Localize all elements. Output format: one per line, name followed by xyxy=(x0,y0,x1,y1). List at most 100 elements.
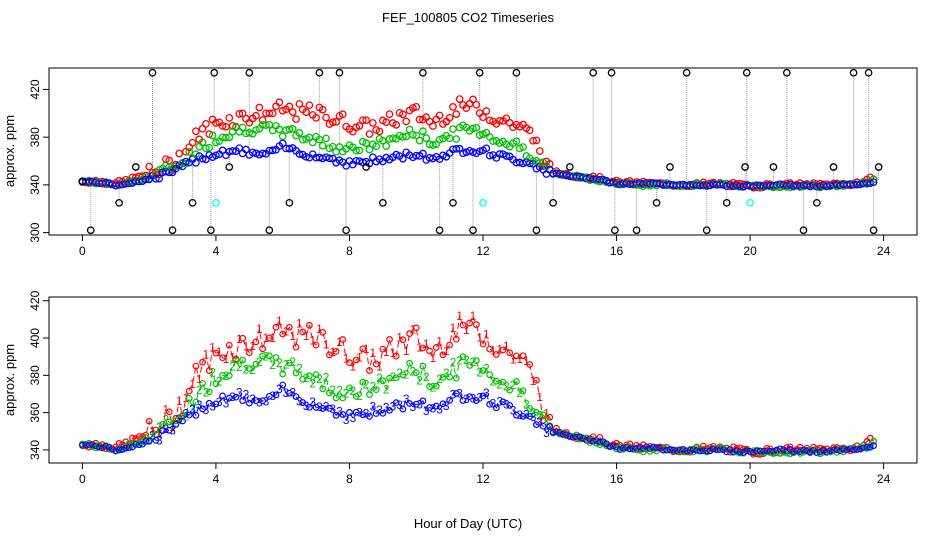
data-point xyxy=(145,162,154,171)
flag-point xyxy=(652,198,661,207)
data-point xyxy=(218,122,227,130)
data-point xyxy=(479,113,487,122)
series-point xyxy=(850,444,857,452)
series-point xyxy=(596,433,604,441)
data-point xyxy=(415,136,424,145)
x-tick-label: 12 xyxy=(476,472,490,486)
series-point xyxy=(486,400,494,408)
series-point xyxy=(352,392,360,400)
data-point xyxy=(485,151,494,160)
series-point xyxy=(119,446,126,453)
series-point xyxy=(352,356,360,364)
series-point xyxy=(506,349,514,357)
series-point-label: 1 xyxy=(163,403,170,417)
series-point xyxy=(596,438,604,446)
data-point xyxy=(485,116,494,125)
series-point xyxy=(252,360,260,368)
data-point xyxy=(352,146,360,155)
data-point xyxy=(302,108,310,117)
series-point xyxy=(252,338,260,346)
flag-point xyxy=(799,226,808,235)
series-point-label: 1 xyxy=(276,314,283,328)
series-point xyxy=(653,444,660,451)
series-point xyxy=(833,446,841,454)
series-point-label: 3 xyxy=(383,400,390,414)
data-point xyxy=(275,98,284,107)
series-point xyxy=(446,396,454,404)
series-point xyxy=(212,349,220,357)
series-point xyxy=(649,443,657,451)
series-point xyxy=(693,446,701,454)
series-point-label: 3 xyxy=(323,400,330,414)
series-point xyxy=(319,405,327,412)
series-point-label: 2 xyxy=(416,374,423,388)
series-point-label: 2 xyxy=(403,367,410,381)
series-point xyxy=(669,446,677,454)
series-point xyxy=(526,412,534,420)
bottom-plot-frame xyxy=(48,296,918,464)
series-point xyxy=(533,421,540,429)
series-point xyxy=(426,383,433,390)
data-point xyxy=(535,147,544,155)
series-point xyxy=(366,367,373,374)
series-point-label: 2 xyxy=(450,356,457,370)
series-point-label: 3 xyxy=(536,415,543,429)
series-point-label: 1 xyxy=(269,331,276,345)
series-point-label: 1 xyxy=(256,322,263,336)
series-point xyxy=(406,400,413,407)
series-point-label: 1 xyxy=(490,344,497,358)
series-point xyxy=(232,393,240,401)
series-point xyxy=(139,438,146,446)
data-point xyxy=(208,131,217,140)
series-point xyxy=(352,408,360,416)
series-point xyxy=(85,441,93,449)
series-point xyxy=(823,448,831,456)
series-point xyxy=(292,393,300,400)
series-point xyxy=(319,385,327,393)
series-point xyxy=(245,399,253,407)
series-point-label: 3 xyxy=(410,400,417,414)
data-point xyxy=(382,142,391,150)
series-point xyxy=(265,392,273,400)
flag-point xyxy=(207,226,215,235)
series-point xyxy=(479,367,487,374)
series-point xyxy=(239,356,247,364)
series-point xyxy=(129,441,136,448)
series-point xyxy=(306,403,313,411)
data-point xyxy=(435,111,444,120)
bottom-y-axis-label: approx. ppm xyxy=(2,344,17,416)
series-point-label: 2 xyxy=(283,357,290,371)
data-point xyxy=(455,95,464,103)
flag-point-cyan xyxy=(746,198,754,207)
flag-point xyxy=(86,226,95,235)
data-point xyxy=(392,121,401,129)
series-point xyxy=(526,361,534,368)
series-point-label: 3 xyxy=(476,390,483,404)
series-point xyxy=(499,378,507,386)
series-point xyxy=(459,397,467,404)
flag-point xyxy=(245,68,254,77)
series-point xyxy=(142,437,150,445)
series-point xyxy=(512,352,520,360)
series-point xyxy=(172,417,180,424)
series-point xyxy=(259,345,267,353)
series-point xyxy=(392,374,400,382)
series-point xyxy=(359,345,367,353)
series-point-label: 2 xyxy=(249,363,256,377)
data-point xyxy=(245,128,254,137)
series-point-label: 1 xyxy=(523,354,530,368)
series-point xyxy=(192,398,200,406)
series-point xyxy=(312,371,320,378)
flag-point xyxy=(475,68,484,77)
series-point xyxy=(683,447,691,455)
flag-point xyxy=(131,163,140,171)
series-point xyxy=(225,341,233,349)
series-point-label: 3 xyxy=(390,400,397,414)
series-point-label: 2 xyxy=(189,401,196,415)
flag-point xyxy=(469,226,477,235)
series-point xyxy=(703,445,711,453)
series-point-label: 1 xyxy=(216,345,223,359)
flag-point xyxy=(168,226,177,235)
series-point-label: 2 xyxy=(503,380,510,394)
data-point xyxy=(365,145,374,154)
